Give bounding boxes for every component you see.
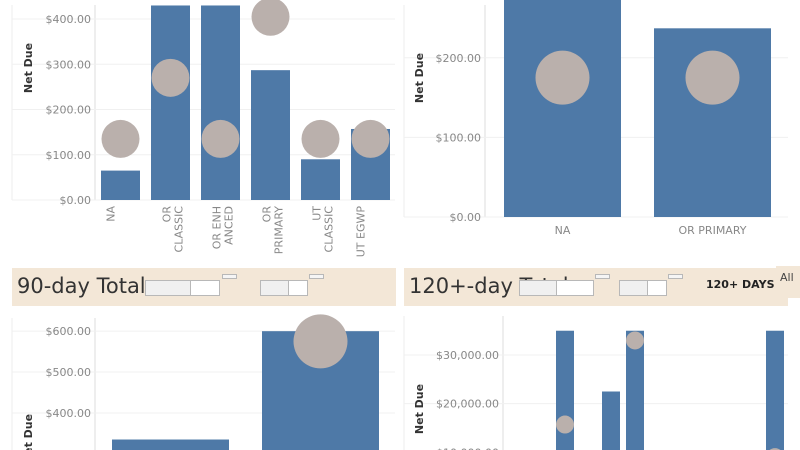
y-tick-label: $100.00	[436, 131, 482, 144]
bar	[602, 391, 620, 450]
bar	[626, 330, 644, 450]
x-tick-label: NA	[105, 206, 118, 222]
bar	[201, 5, 240, 200]
y-axis-title: Net Due	[22, 43, 35, 93]
all-filter-background	[776, 266, 800, 298]
date-range-end-control[interactable]	[260, 280, 308, 296]
y-tick-label: $30,000.00	[436, 349, 499, 362]
chart-120-day-totals: $10,000.00 $20,000.00 $30,000.00 Net Due	[403, 316, 788, 450]
bar	[112, 439, 229, 450]
filter-toggle-tab[interactable]	[309, 274, 324, 279]
marker-circle	[535, 50, 590, 105]
y-tick-label: $100.00	[46, 149, 92, 162]
y-axis-title: Net Due	[22, 414, 35, 450]
y-tick-label: $20,000.00	[436, 398, 499, 411]
bar	[766, 330, 784, 450]
filter-all-option[interactable]: All	[780, 271, 794, 284]
x-tick-label-line: ANCED	[223, 206, 236, 245]
date-range-start-control[interactable]	[145, 280, 220, 296]
marker-circle	[301, 119, 340, 158]
bar	[151, 5, 190, 200]
x-tick-label: OR ENHANCED	[211, 206, 236, 249]
marker-circle	[685, 50, 740, 105]
marker-circle	[151, 58, 190, 97]
y-tick-label: $300.00	[46, 448, 92, 450]
chart-net-due-by-plan: $0.00 $100.00 $200.00 $300.00 $400.00 Net Due…	[11, 0, 395, 258]
marker-circle	[201, 119, 240, 158]
y-tick-label: $300.00	[46, 58, 92, 71]
y-axis-title: Net Due	[413, 384, 426, 434]
x-tick-label: ORPRIMARY	[261, 206, 286, 255]
bar	[301, 159, 340, 200]
y-tick-label: $10,000.00	[436, 446, 499, 450]
y-tick-label: $0.00	[450, 211, 482, 224]
chart-90-day-totals: $300.00 $400.00 $500.00 $600.00 Net Due	[11, 314, 395, 450]
x-tick-label-line: CLASSIC	[323, 206, 336, 253]
section-header-120-day: 120+-day Totals	[404, 268, 788, 306]
y-tick-label: $500.00	[46, 366, 92, 379]
bar	[251, 70, 290, 201]
y-tick-label: $600.00	[46, 325, 92, 338]
marker-circle	[293, 314, 348, 369]
x-tick-label: ORCLASSIC	[161, 206, 186, 253]
x-tick-label: UTCLASSIC	[311, 206, 336, 253]
x-tick-label-line: NA	[105, 206, 118, 222]
y-tick-label: $400.00	[46, 13, 92, 26]
y-axis-title: Net Due	[413, 53, 426, 103]
date-range-end-control[interactable]	[619, 280, 667, 296]
section-title-90-day: 90-day Totals	[17, 274, 157, 298]
y-tick-label: $200.00	[436, 52, 482, 65]
marker-circle	[101, 119, 140, 158]
x-tick-label-line: CLASSIC	[173, 206, 186, 253]
y-tick-label: $400.00	[46, 407, 92, 420]
x-tick-label-line: UT EGWP	[355, 206, 368, 258]
marker-circle	[351, 119, 390, 158]
y-tick-label: $0.00	[60, 194, 92, 207]
filter-toggle-tab[interactable]	[222, 274, 237, 279]
marker-circle	[626, 331, 644, 350]
filter-toggle-tab[interactable]	[595, 274, 610, 279]
marker-circle	[556, 415, 574, 434]
filter-label-120-days: 120+ DAYS	[706, 278, 775, 291]
x-tick-label: OR PRIMARY	[679, 224, 747, 237]
bar	[504, 0, 621, 217]
x-tick-label-line: UT	[311, 206, 324, 221]
section-header-90-day: 90-day Totals	[12, 268, 396, 306]
y-tick-label: $200.00	[46, 104, 92, 117]
x-tick-label: UT EGWP	[355, 206, 368, 258]
x-tick-label-line: PRIMARY	[273, 206, 286, 254]
filter-toggle-tab[interactable]	[668, 274, 683, 279]
x-tick-label-line: OR ENH	[211, 206, 224, 249]
x-tick-label-line: OR	[161, 206, 174, 223]
x-tick-label-line: OR	[261, 206, 274, 223]
x-tick-label: NA	[555, 224, 571, 237]
marker-circle	[251, 0, 290, 36]
chart-net-due-na-or-primary: $0.00 $100.00 $200.00 Net Due NA OR PRIMARY	[403, 0, 788, 237]
date-range-start-control[interactable]	[519, 280, 594, 296]
bar	[101, 170, 140, 200]
